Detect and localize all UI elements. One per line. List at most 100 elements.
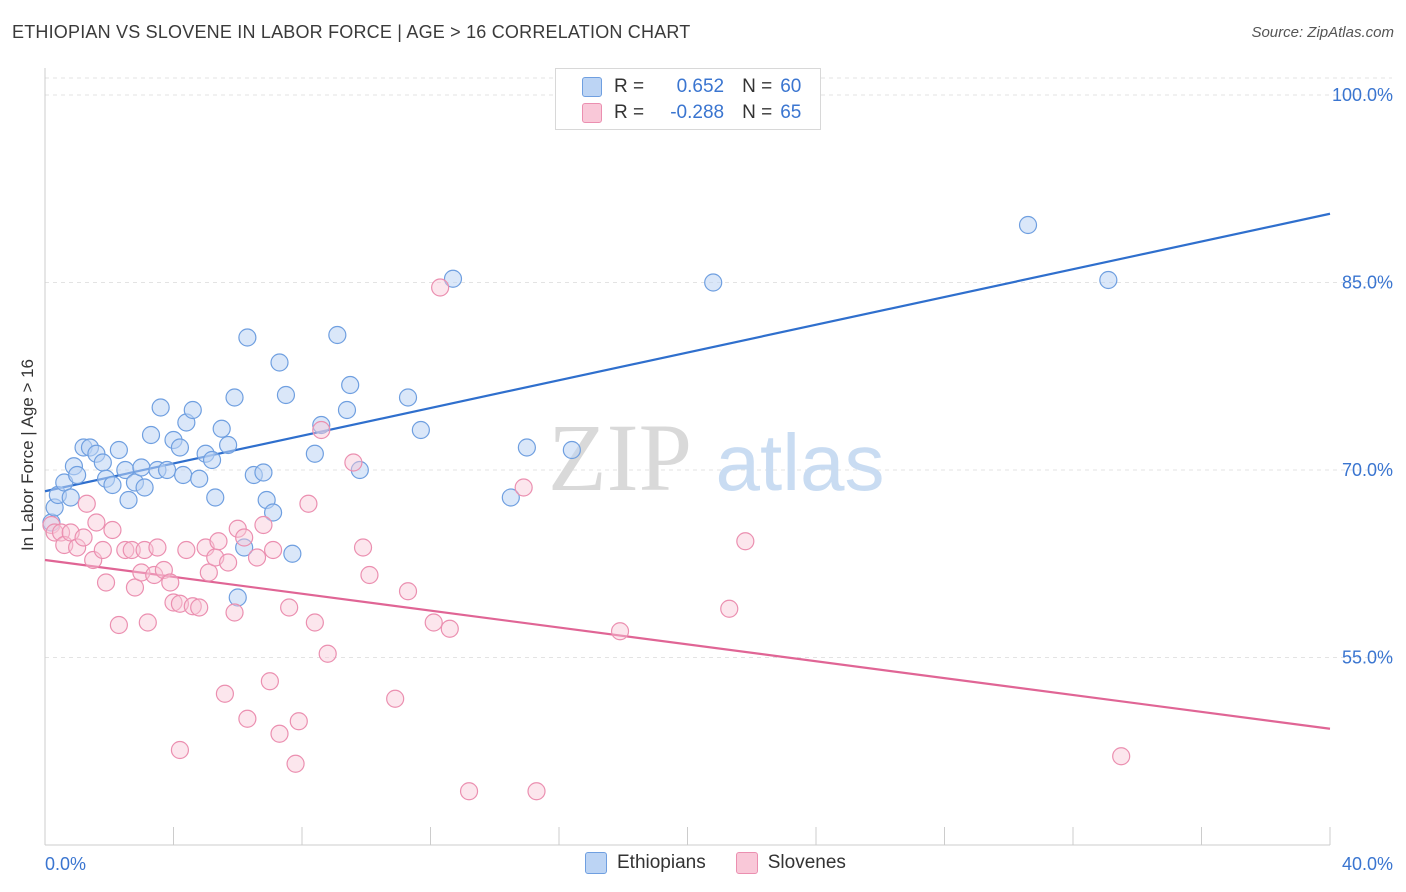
point-ethiopians (411, 420, 430, 440)
trendline-slovenes (44, 558, 1331, 730)
point-ethiopians (109, 440, 128, 460)
y-tick-label: 85.0% (1342, 273, 1393, 293)
point-ethiopians (202, 450, 222, 470)
legend-r-label: R = (614, 102, 645, 123)
legend-label-ethiopians: Ethiopians (617, 852, 706, 873)
point-ethiopians (61, 488, 80, 507)
point-slovenes (183, 597, 202, 616)
point-slovenes (424, 613, 443, 632)
point-slovenes (93, 540, 112, 560)
point-ethiopians (398, 388, 418, 407)
series-legend: Ethiopians Slovenes (585, 852, 876, 874)
point-slovenes (219, 553, 238, 572)
point-ethiopians (225, 388, 244, 407)
point-slovenes (116, 540, 135, 560)
point-slovenes (164, 593, 183, 612)
legend-n-label: N = (742, 102, 773, 123)
point-ethiopians (183, 400, 202, 420)
point-slovenes (87, 513, 106, 532)
point-slovenes (344, 453, 363, 472)
point-slovenes (431, 278, 450, 297)
y-tick-label: 70.0% (1342, 460, 1393, 480)
point-slovenes (263, 540, 283, 560)
point-ethiopians (276, 385, 296, 405)
point-slovenes (360, 565, 379, 585)
point-slovenes (299, 494, 318, 513)
point-slovenes (270, 724, 289, 743)
watermark: ZIP atlas (548, 404, 884, 511)
legend-label-slovenes: Slovenes (767, 852, 846, 873)
point-slovenes (398, 582, 418, 601)
point-slovenes (254, 515, 273, 535)
point-slovenes (122, 540, 141, 560)
legend-n-value: 65 (780, 102, 802, 123)
point-slovenes (736, 532, 755, 551)
point-ethiopians (1099, 270, 1118, 290)
point-slovenes (289, 712, 308, 731)
point-slovenes (177, 540, 196, 560)
point-ethiopians (517, 438, 536, 457)
point-ethiopians (228, 588, 247, 607)
point-ethiopians (235, 538, 254, 557)
point-ethiopians (132, 458, 151, 477)
legend-n-label: N = (742, 76, 773, 97)
point-ethiopians (562, 440, 581, 460)
x-tick-label-min: 0.0% (45, 854, 86, 874)
point-slovenes (260, 672, 279, 691)
legend-r-value: -0.288 (670, 102, 725, 123)
legend-item-ethiopians[interactable]: Ethiopians (585, 852, 706, 874)
point-ethiopians (170, 438, 190, 457)
point-ethiopians (337, 400, 357, 420)
point-ethiopians (141, 425, 161, 445)
trendline-ethiopians (44, 212, 1331, 493)
point-ethiopians (254, 463, 273, 482)
point-slovenes (45, 523, 64, 542)
point-slovenes (238, 709, 257, 728)
legend-swatch-ethiopians (585, 852, 607, 874)
tick-labels: 55.0% 70.0% 85.0% 100.0% 0.0% 40.0% (45, 85, 1393, 874)
legend-swatch-ethiopians (582, 77, 602, 97)
data-points (42, 215, 1131, 801)
point-ethiopians (443, 269, 463, 288)
axes (44, 68, 1331, 846)
legend-item-slovenes[interactable]: Slovenes (735, 852, 846, 874)
x-tick-label-max: 40.0% (1342, 854, 1393, 874)
point-ethiopians (119, 490, 138, 510)
point-slovenes (138, 613, 157, 632)
point-ethiopians (68, 465, 87, 485)
grid-lines (45, 77, 1392, 658)
point-ethiopians (135, 478, 154, 497)
point-slovenes (527, 782, 546, 801)
watermark-atlas: atlas (716, 418, 885, 507)
point-slovenes (74, 528, 93, 547)
point-slovenes (209, 532, 228, 551)
point-ethiopians (341, 375, 360, 395)
point-slovenes (247, 548, 267, 567)
point-slovenes (170, 740, 190, 760)
point-ethiopians (238, 328, 257, 347)
point-ethiopians (174, 465, 193, 485)
chart-title: ETHIOPIAN VS SLOVENE IN LABOR FORCE | AG… (12, 22, 691, 42)
series-slovenes (42, 278, 1131, 801)
point-slovenes (280, 598, 299, 617)
point-slovenes (386, 689, 405, 708)
point-slovenes (610, 622, 630, 641)
source-label: Source: ZipAtlas.com (1251, 24, 1394, 41)
trend-lines (44, 212, 1331, 730)
y-tick-label: 100.0% (1332, 85, 1393, 105)
point-slovenes (215, 684, 234, 703)
point-ethiopians (305, 444, 324, 463)
series-ethiopians (42, 215, 1118, 607)
point-slovenes (96, 573, 116, 592)
point-slovenes (109, 615, 128, 635)
point-slovenes (353, 538, 373, 557)
point-slovenes (305, 613, 324, 632)
point-slovenes (68, 538, 87, 557)
point-slovenes (440, 619, 459, 638)
point-ethiopians (190, 469, 209, 488)
point-slovenes (235, 528, 254, 547)
point-slovenes (161, 573, 180, 592)
point-ethiopians (350, 460, 369, 480)
point-slovenes (720, 599, 739, 618)
